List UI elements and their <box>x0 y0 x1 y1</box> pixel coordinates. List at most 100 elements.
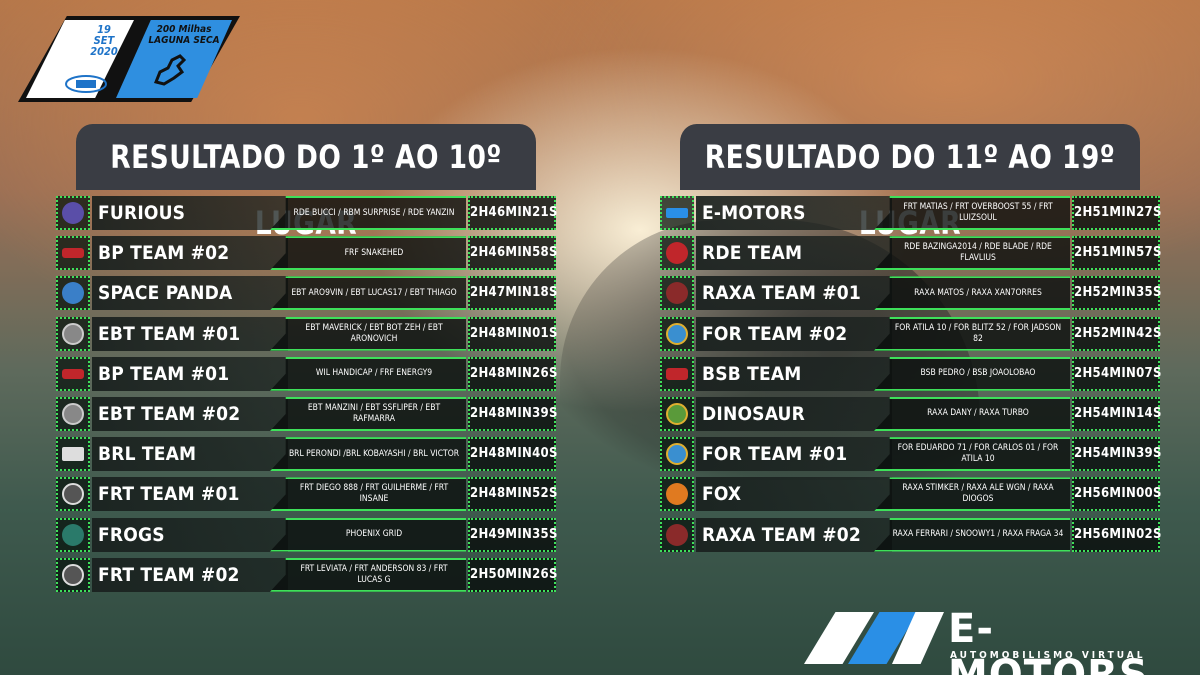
team-logo-icon <box>660 396 694 431</box>
race-time: 2H52MIN35S <box>1072 276 1161 311</box>
team-name: BP TEAM #02 <box>92 236 288 271</box>
drivers: WIL HANDICAP / FRF ENERGY9 <box>270 356 466 391</box>
result-row: BRL TEAM BRL PERONDI /BRL KOBAYASHI / BRL… <box>56 437 557 472</box>
race-time: 2H48MIN01S <box>468 316 557 351</box>
event-distance: 200 Milhas <box>156 24 212 35</box>
result-row: RAXA TEAM #02 RAXA FERRARI / SNOOWY1 / RA… <box>660 517 1161 552</box>
team-logo-icon <box>56 557 90 592</box>
team-logo-icon <box>660 356 694 391</box>
brand-tagline: AUTOMOBILISMO VIRTUAL <box>950 650 1146 661</box>
team-logo-icon <box>56 316 90 351</box>
drivers: RDE BUCCI / RBM SURPRISE / RDE YANZIN <box>270 196 466 230</box>
team-name: EBT TEAM #01 <box>92 316 288 351</box>
race-time: 2H54MIN07S <box>1072 356 1161 391</box>
event-date-month: SET <box>93 34 115 47</box>
team-name: FURIOUS <box>92 196 288 230</box>
team-name: BRL TEAM <box>92 437 288 472</box>
result-row: FURIOUS RDE BUCCI / RBM SURPRISE / RDE YA… <box>56 196 557 230</box>
team-name: FRT TEAM #02 <box>92 557 288 592</box>
race-time: 2H49MIN35S <box>468 517 557 552</box>
results-panel-1-10: RESULTADO DO 1º AO 10º LUGAR FURIOUSRDE … <box>56 124 557 598</box>
event-date-day: 19 <box>97 23 111 36</box>
race-time: 2H54MIN14S <box>1072 396 1161 431</box>
team-logo-icon <box>660 236 694 271</box>
team-logo-icon <box>56 356 90 391</box>
team-logo-icon <box>56 437 90 472</box>
race-time: 2H56MIN02S <box>1072 517 1161 552</box>
race-time: 2H51MIN57S <box>1072 236 1161 271</box>
brand-logo: E-MOTORS AUTOMOBILISMO VIRTUAL <box>804 606 1194 675</box>
race-time: 2H47MIN18S <box>468 276 557 311</box>
team-name: FRT TEAM #01 <box>92 477 288 512</box>
team-name: BSB TEAM <box>696 356 892 391</box>
race-time: 2H56MIN00S <box>1072 477 1161 512</box>
team-name: FOR TEAM #02 <box>696 316 892 351</box>
event-place: 200 Milhas LAGUNA SECA <box>148 24 220 46</box>
race-time: 2H51MIN27S <box>1072 196 1161 230</box>
drivers: RAXA FERRARI / SNOOWY1 / RAXA FRAGA 34 <box>874 517 1070 552</box>
team-logo-icon <box>56 196 90 230</box>
result-row: FOX RAXA STIMKER / RAXA ALE WGN / RAXA DI… <box>660 477 1161 512</box>
drivers: FRF SNAKEHED <box>270 236 466 271</box>
drivers: FRT LEVIATA / FRT ANDERSON 83 / FRT LUCA… <box>270 557 466 592</box>
drivers: RAXA MATOS / RAXA XAN7ORRES <box>874 276 1070 311</box>
result-row: EBT TEAM #02 EBT MANZINI / EBT SSFLIPER /… <box>56 396 557 431</box>
results-list: E-MOTORS FRT MATIAS / FRT OVERBOOST 55 / … <box>660 196 1161 552</box>
race-time: 2H46MIN58S <box>468 236 557 271</box>
team-logo-icon <box>660 477 694 512</box>
results-list: FURIOUS RDE BUCCI / RBM SURPRISE / RDE YA… <box>56 196 557 592</box>
drivers: FOR EDUARDO 71 / FOR CARLOS 01 / FOR ATI… <box>874 437 1070 472</box>
result-row: EBT TEAM #01 EBT MAVERICK / EBT BOT ZEH /… <box>56 316 557 351</box>
team-name: EBT TEAM #02 <box>92 396 288 431</box>
team-name: RDE TEAM <box>696 236 892 271</box>
drivers: RAXA STIMKER / RAXA ALE WGN / RAXA DIOGO… <box>874 477 1070 512</box>
result-row: BP TEAM #01 WIL HANDICAP / FRF ENERGY9 2H4… <box>56 356 557 391</box>
team-name: FOX <box>696 477 892 512</box>
team-name: E-MOTORS <box>696 196 892 230</box>
team-logo-icon <box>56 276 90 311</box>
result-row: FRT TEAM #01 FRT DIEGO 888 / FRT GUILHERM… <box>56 477 557 512</box>
race-time: 2H46MIN21S <box>468 196 557 230</box>
brand-name: E-MOTORS <box>948 606 1149 675</box>
race-time: 2H52MIN42S <box>1072 316 1161 351</box>
race-time: 2H54MIN39S <box>1072 437 1161 472</box>
event-date-year: 2020 <box>90 45 118 58</box>
result-row: SPACE PANDA EBT ARO9VIN / EBT LUCAS17 / E… <box>56 276 557 311</box>
result-row: BSB TEAM BSB PEDRO / BSB JOAOLOBAO 2H54MIN… <box>660 356 1161 391</box>
result-row: E-MOTORS FRT MATIAS / FRT OVERBOOST 55 / … <box>660 196 1161 230</box>
drivers: RAXA DANY / RAXA TURBO <box>874 396 1070 431</box>
event-logo: 19 SET 2020 200 Milhas LAGUNA SECA <box>18 16 240 102</box>
team-name: FROGS <box>92 517 288 552</box>
drivers: PHOENIX GRID <box>270 517 466 552</box>
result-row: FRT TEAM #02 FRT LEVIATA / FRT ANDERSON 8… <box>56 557 557 592</box>
team-name: FOR TEAM #01 <box>696 437 892 472</box>
drivers: FRT DIEGO 888 / FRT GUILHERME / FRT INSA… <box>270 477 466 512</box>
result-row: BP TEAM #02 FRF SNAKEHED 2H46MIN58S <box>56 236 557 271</box>
panel-title: RESULTADO DO 1º AO 10º LUGAR <box>76 124 536 242</box>
team-logo-icon <box>660 437 694 472</box>
drivers: RDE BAZINGA2014 / RDE BLADE / RDE FLAVLI… <box>874 236 1070 271</box>
team-logo-icon <box>56 477 90 512</box>
result-row: FROGS PHOENIX GRID 2H49MIN35S <box>56 517 557 552</box>
team-name: RAXA TEAM #01 <box>696 276 892 311</box>
event-track: LAGUNA SECA <box>148 35 220 46</box>
track-map-icon <box>153 54 187 86</box>
team-name: RAXA TEAM #02 <box>696 517 892 552</box>
team-name: BP TEAM #01 <box>92 356 288 391</box>
result-row: RAXA TEAM #01 RAXA MATOS / RAXA XAN7ORRES… <box>660 276 1161 311</box>
team-name: DINOSAUR <box>696 396 892 431</box>
race-time: 2H48MIN39S <box>468 396 557 431</box>
panel-title: RESULTADO DO 11º AO 19º LUGAR <box>680 124 1140 242</box>
drivers: FOR ATILA 10 / FOR BLITZ 52 / FOR JADSON… <box>874 316 1070 351</box>
result-row: RDE TEAM RDE BAZINGA2014 / RDE BLADE / RD… <box>660 236 1161 271</box>
team-name: SPACE PANDA <box>92 276 288 311</box>
team-logo-icon <box>660 316 694 351</box>
team-logo-icon <box>660 196 694 230</box>
result-row: FOR TEAM #01 FOR EDUARDO 71 / FOR CARLOS … <box>660 437 1161 472</box>
drivers: BRL PERONDI /BRL KOBAYASHI / BRL VICTOR <box>270 437 466 472</box>
results-panel-11-19: RESULTADO DO 11º AO 19º LUGAR E-MOTORSFR… <box>660 124 1161 558</box>
race-time: 2H48MIN26S <box>468 356 557 391</box>
team-logo-icon <box>56 396 90 431</box>
race-time: 2H48MIN52S <box>468 477 557 512</box>
result-row: FOR TEAM #02 FOR ATILA 10 / FOR BLITZ 52 … <box>660 316 1161 351</box>
